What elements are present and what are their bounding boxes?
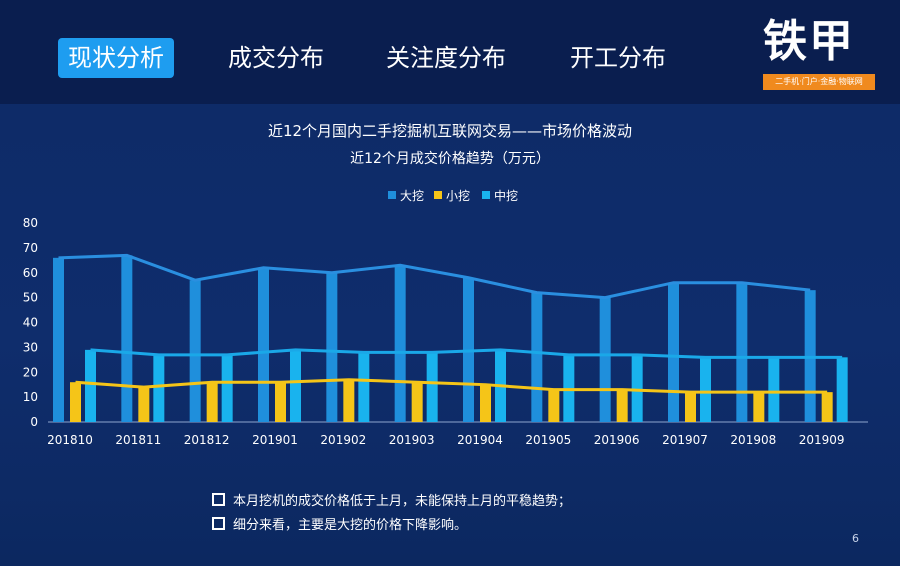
tab-transaction-distribution[interactable]: 成交分布: [228, 44, 324, 72]
brand-logo: 铁甲 二手机·门户·金融·物联网: [763, 14, 875, 90]
bar-1-1: [138, 387, 150, 422]
x-tick-label: 201901: [252, 433, 298, 447]
x-tick-label: 201909: [799, 433, 845, 447]
y-tick-label: 60: [23, 266, 38, 280]
bar-0-1: [121, 255, 133, 422]
x-axis: 201810 201811 201812 201901 201902 201903 2019…: [47, 433, 844, 447]
bar-1-8: [616, 389, 628, 422]
bullet-box-icon: [212, 493, 225, 506]
note-1-text: 本月挖机的成交价格低于上月，未能保持上月的平稳趋势；: [233, 494, 572, 509]
y-axis: 0 10 20 30 40 50 60 70 80: [23, 216, 868, 429]
note-1: 本月挖机的成交价格低于上月，未能保持上月的平稳趋势；: [212, 490, 571, 509]
bar-2-10: [768, 357, 780, 422]
y-tick-label: 10: [23, 390, 38, 404]
trend-line-1: [75, 378, 828, 394]
bullet-box-icon: [212, 517, 225, 530]
bar-0-5: [394, 265, 406, 422]
y-tick-label: 0: [30, 415, 38, 429]
bar-2-5: [426, 352, 438, 422]
bar-0-9: [668, 282, 679, 422]
tab-status-analysis[interactable]: 现状分析: [58, 38, 174, 78]
trend-line-2: [90, 348, 843, 359]
x-tick-label: 201810: [47, 433, 93, 447]
bar-1-2: [206, 382, 218, 422]
bar-0-7: [531, 292, 543, 422]
y-tick-label: 50: [23, 291, 38, 305]
chart-title: 近12个月国内二手挖掘机互联网交易——市场价格波动: [267, 122, 633, 140]
y-tick-label: 80: [23, 216, 38, 230]
chart-legend: 大挖 小挖 中挖: [388, 188, 518, 203]
top-nav-bar: 现状分析 成交分布 关注度分布 开工分布 铁甲 二手机·门户·金融·物联网: [0, 0, 900, 104]
y-tick-label: 40: [23, 316, 38, 330]
bar-0-8: [599, 297, 611, 422]
y-tick-label: 70: [23, 241, 38, 255]
bar-0-10: [736, 282, 748, 422]
bar-2-8: [631, 354, 643, 422]
bar-1-0: [70, 382, 81, 422]
legend-swatch-2: [482, 191, 490, 199]
note-2-text: 细分来看，主要是大挖的价格下降影响。: [233, 518, 468, 533]
x-tick-label: 201812: [184, 433, 230, 447]
tab-attention-distribution[interactable]: 关注度分布: [386, 44, 506, 72]
bar-1-10: [753, 392, 765, 422]
y-tick-label: 20: [23, 365, 38, 379]
bar-0-4: [326, 272, 338, 422]
bar-1-4: [343, 379, 355, 422]
bar-1-3: [275, 382, 286, 422]
logo-tagline: 二手机·门户·金融·物联网: [763, 74, 875, 90]
trend-lines: [58, 253, 843, 394]
legend-label-2: 中挖: [494, 188, 518, 203]
bar-2-0: [85, 349, 96, 422]
x-tick-label: 201811: [115, 433, 161, 447]
page-number: 6: [852, 532, 859, 545]
bars: [53, 255, 848, 422]
bar-1-9: [685, 392, 696, 422]
x-tick-label: 201903: [389, 433, 435, 447]
x-tick-label: 201905: [525, 433, 571, 447]
bar-1-6: [480, 384, 491, 422]
note-2: 细分来看，主要是大挖的价格下降影响。: [212, 514, 467, 533]
legend-swatch-0: [388, 191, 396, 199]
x-tick-label: 201906: [594, 433, 640, 447]
tab-operation-distribution[interactable]: 开工分布: [570, 44, 666, 72]
x-tick-label: 201902: [320, 433, 366, 447]
chart-subtitle: 近12个月成交价格趋势（万元）: [350, 151, 550, 167]
bar-1-7: [548, 389, 560, 422]
bar-2-1: [153, 354, 165, 422]
bar-0-3: [258, 267, 269, 422]
bar-0-2: [189, 280, 201, 422]
bar-2-11: [836, 357, 848, 422]
bar-2-2: [221, 354, 233, 422]
legend-label-1: 小挖: [446, 188, 470, 203]
bar-0-0: [53, 257, 64, 422]
x-tick-label: 201908: [730, 433, 776, 447]
bar-2-9: [700, 357, 711, 422]
logo-wordmark: 铁甲: [763, 16, 855, 67]
legend-label-0: 大挖: [400, 188, 424, 203]
x-tick-label: 201904: [457, 433, 503, 447]
bar-1-5: [411, 382, 423, 422]
trend-line-0: [58, 253, 811, 300]
y-tick-label: 30: [23, 340, 38, 354]
legend-swatch-1: [434, 191, 442, 199]
bar-1-11: [821, 392, 833, 422]
bar-2-4: [358, 352, 370, 422]
bar-2-3: [290, 349, 301, 422]
x-tick-label: 201907: [662, 433, 708, 447]
